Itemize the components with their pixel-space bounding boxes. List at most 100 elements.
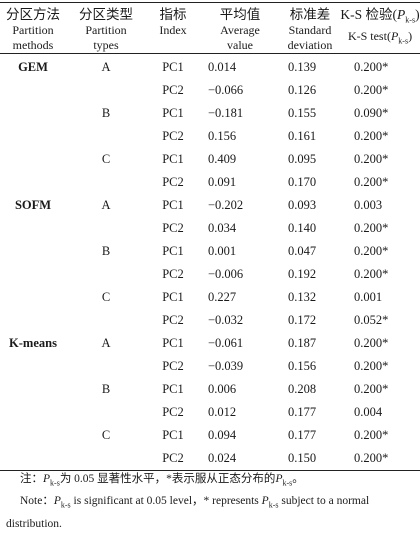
cell-mean: 0.409 [208,152,237,166]
cell-sd: 0.093 [288,198,317,212]
cell-sd: 0.132 [288,290,317,304]
cell-mean: −0.032 [208,313,244,327]
cell-type [66,217,146,240]
cell-index: PC1 [162,244,184,258]
cell-mean: 0.227 [208,290,237,304]
cell-mean: −0.181 [208,106,244,120]
cell-sd: 0.139 [288,60,317,74]
cell-sd: 0.170 [288,175,317,189]
cell-index: PC1 [162,290,184,304]
cell-method [0,378,66,401]
cell-sd: 0.177 [288,405,317,419]
header-ks-test: K-S 检验(Pk-s) K-S test(Pk-s) [340,2,420,54]
cell-index: PC2 [162,221,184,235]
table-note: 注：Pk-s为 0.05 显著性水平，*表示服从正态分布的Pk-s。 Note：… [6,470,416,533]
cell-method [0,79,66,102]
cell-method [0,263,66,286]
cell-mean: 0.156 [208,129,237,143]
cell-ks: 0.200* [354,382,389,396]
cell-sd: 0.208 [288,382,317,396]
cell-index: PC2 [146,447,200,471]
cell-index: PC1 [162,382,184,396]
cell-type: B [101,382,111,396]
cell-method: K-means [9,336,57,350]
header-average-value: 平均值 Average value [200,2,280,54]
header-partition-types: 分区类型 Partition types [66,2,146,54]
cell-mean: −0.006 [208,267,244,281]
table-row: B PC1 0.006 0.208 0.200* [0,378,420,401]
cell-mean: 0.001 [208,244,237,258]
header-ks-test-en: K-S test(Pk-s) [347,28,413,46]
table-row: GEM A PC1 0.014 0.139 0.200* [0,54,420,80]
cell-index: PC1 [162,60,184,74]
table-row: PC2 −0.066 0.126 0.200* [0,79,420,102]
cell-method: SOFM [14,198,52,212]
note-chinese: 注：Pk-s为 0.05 显著性水平，*表示服从正态分布的Pk-s。 [20,473,304,488]
table-row: B PC1 0.001 0.047 0.200* [0,240,420,263]
cell-method [0,171,66,194]
table-row: PC2 −0.039 0.156 0.200* [0,355,420,378]
cell-sd: 0.095 [288,152,317,166]
table-row: PC2 0.012 0.177 0.004 [0,401,420,424]
cell-index: PC2 [162,405,184,419]
cell-index: PC1 [162,336,184,350]
cell-method [0,309,66,332]
cell-mean: −0.202 [208,198,244,212]
cell-ks: 0.200* [354,175,389,189]
cell-type: A [101,198,111,212]
cell-ks: 0.200* [354,60,389,74]
cell-ks: 0.004 [354,405,383,419]
cell-type: A [101,336,111,350]
cell-index: PC2 [162,267,184,281]
table-row: PC2 0.024 0.150 0.200* [0,447,420,471]
cell-sd: 0.161 [288,129,317,143]
table-body: GEM A PC1 0.014 0.139 0.200* PC2 −0.066 0.126 0.2… [0,54,420,471]
cell-index: PC1 [162,152,184,166]
cell-ks: 0.200* [354,267,389,281]
cell-type: C [101,428,111,442]
cell-sd: 0.156 [288,359,317,373]
cell-sd: 0.155 [288,106,317,120]
cell-type [66,263,146,286]
cell-sd: 0.150 [280,447,340,471]
cell-ks: 0.200* [354,152,389,166]
table-row: PC2 −0.006 0.192 0.200* [0,263,420,286]
cell-method [0,240,66,263]
cell-ks: 0.200* [354,244,389,258]
cell-ks: 0.003 [354,198,383,212]
table-row: C PC1 0.094 0.177 0.200* [0,424,420,447]
cell-index: PC1 [162,198,184,212]
cell-ks: 0.052* [354,313,389,327]
header-standard-deviation: 标准差 Standard deviation [280,2,340,54]
cell-method [0,447,66,471]
cell-type [66,401,146,424]
cell-ks: 0.200* [354,129,389,143]
cell-sd: 0.192 [288,267,317,281]
table-row: C PC1 0.227 0.132 0.001 [0,286,420,309]
table-header: 分区方法 Partition methods 分区类型 Partition ty… [0,2,420,54]
cell-ks: 0.200* [354,83,389,97]
cell-method [0,355,66,378]
cell-type [66,79,146,102]
cell-method [0,217,66,240]
cell-type: B [101,244,111,258]
table-row: PC2 0.156 0.161 0.200* [0,125,420,148]
cell-mean: −0.066 [208,83,244,97]
header-index: 指标 Index [146,2,200,54]
table-row: PC2 −0.032 0.172 0.052* [0,309,420,332]
cell-index: PC2 [162,313,184,327]
cell-method [0,286,66,309]
cell-mean: 0.094 [208,428,237,442]
cell-index: PC2 [162,359,184,373]
cell-type: B [101,106,111,120]
cell-type [66,125,146,148]
cell-ks: 0.200* [354,428,389,442]
cell-mean: 0.006 [208,382,237,396]
header-partition-methods: 分区方法 Partition methods [0,2,66,54]
cell-sd: 0.172 [288,313,317,327]
cell-method [0,401,66,424]
header-ks-test-zh: K-S 检验(Pk-s) [340,7,420,25]
cell-index: PC2 [162,175,184,189]
cell-mean: 0.034 [208,221,237,235]
cell-type: C [101,290,111,304]
